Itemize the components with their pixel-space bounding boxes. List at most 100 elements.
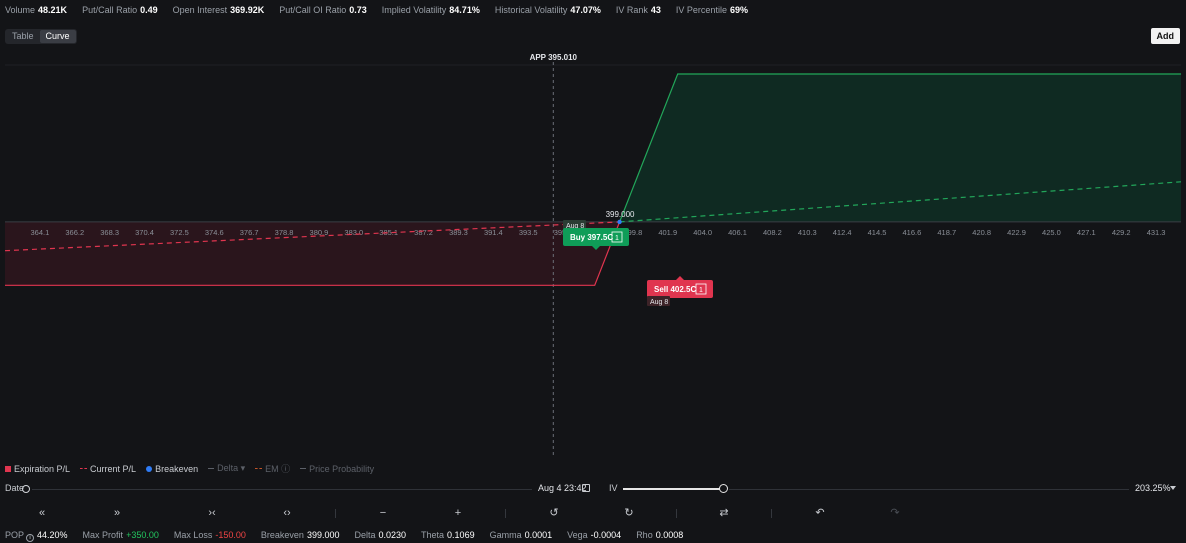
profit-area: [619, 74, 1181, 222]
stats-bar: Volume 48.21K Put/Call Ratio 0.49 Open Int…: [5, 5, 748, 17]
underlying-price-label: APP 395.010: [530, 53, 578, 62]
x-tick-label: 389.3: [449, 228, 468, 237]
minus-icon[interactable]: −: [379, 507, 387, 519]
legend-em[interactable]: EM ⓘ: [255, 463, 290, 474]
swap-icon[interactable]: ⇄: [719, 507, 729, 519]
legend-swatch: [5, 465, 11, 472]
legend-current-pl[interactable]: Current P/L: [80, 463, 136, 474]
sell-leg-date: Aug 8: [650, 299, 668, 306]
buy-leg-tag[interactable]: Aug 8 Buy 397.5C 1: [563, 220, 629, 250]
buy-leg-label: Buy 397.5C: [570, 233, 613, 242]
double-left-icon[interactable]: «: [38, 507, 46, 519]
iv-slider-track[interactable]: [729, 489, 1129, 490]
x-tick-label: 431.3: [1147, 228, 1166, 237]
sell-leg-qty-box: [695, 283, 707, 295]
breakeven-marker[interactable]: [617, 219, 622, 225]
legend-swatch: [208, 468, 215, 469]
stat-put-call-oi-ratio: Put/Call OI Ratio 0.73: [279, 5, 367, 15]
x-tick-label: 387.2: [414, 228, 433, 237]
summary-theta: Theta 0.1069: [421, 530, 475, 540]
buy-leg-date-badge: [563, 220, 586, 230]
legend-price-probability[interactable]: Price Probability: [300, 463, 374, 474]
x-tick-label: 385.1: [379, 228, 398, 237]
iv-label: IV: [609, 483, 618, 493]
current-pl-loss-line: [4, 221, 620, 252]
undo-icon[interactable]: ↶: [815, 507, 825, 519]
calendar-icon[interactable]: [582, 484, 590, 492]
strategy-summary: POP i 44.20% Max Profit +350.00 Max Loss -15…: [5, 530, 684, 542]
iv-slider-handle[interactable]: [719, 484, 728, 493]
redo-icon[interactable]: ↷: [890, 507, 900, 519]
stat-put-call-ratio: Put/Call Ratio 0.49: [82, 5, 158, 15]
pl-chart[interactable]: APP 395.010 364.1 366.2 368.3 370.4 372.5 374…: [0, 50, 1186, 460]
summary-pop: POP i 44.20%: [5, 530, 68, 542]
date-slider-track[interactable]: [32, 489, 532, 490]
plus-icon[interactable]: +: [454, 507, 462, 519]
x-tick-label: 380.9: [310, 228, 329, 237]
summary-rho: Rho 0.0008: [636, 530, 684, 540]
date-iv-row: Date Aug 4 23:42 IV 203.25%: [5, 483, 1181, 495]
stat-iv-percentile: IV Percentile 69%: [675, 5, 748, 15]
zoom-in-range-icon[interactable]: ›‹: [208, 507, 216, 519]
x-tick-label: 366.2: [65, 228, 84, 237]
date-label: Date: [5, 483, 25, 493]
x-tick-label: 372.5: [170, 228, 189, 237]
x-tick-label: 364.1: [30, 228, 49, 237]
stat-volume: Volume 48.21K: [5, 5, 68, 15]
view-toggle: Table Curve: [5, 29, 77, 44]
stat-historical-volatility: Historical Volatility 47.07%: [494, 5, 601, 15]
x-tick-label: 404.0: [693, 228, 712, 237]
controls-divider: [335, 509, 336, 518]
stat-implied-volatility: Implied Volatility 84.71%: [381, 5, 480, 15]
summary-max-profit: Max Profit +350.00: [82, 530, 159, 540]
buy-leg-box: [563, 228, 629, 246]
x-tick-label: 418.7: [937, 228, 956, 237]
sell-leg-tag[interactable]: Sell 402.5C 1 Aug 8: [647, 276, 713, 306]
loss-area: [5, 221, 620, 286]
tab-curve[interactable]: Curve: [39, 30, 76, 43]
legend-breakeven[interactable]: Breakeven: [146, 463, 198, 474]
summary-vega: Vega -0.0004: [567, 530, 622, 540]
legend-delta[interactable]: Delta ▾: [208, 463, 245, 474]
x-tick-label: 414.5: [868, 228, 887, 237]
breakeven-label: 399.000: [606, 210, 635, 219]
buy-leg-qty: 1: [615, 235, 619, 242]
x-tick-label: 410.3: [798, 228, 817, 237]
x-tick-label: 368.3: [100, 228, 119, 237]
buy-leg-date: Aug 8: [566, 223, 584, 230]
add-button[interactable]: Add: [1150, 28, 1180, 44]
chart-legend: Expiration P/L Current P/L Breakeven Del…: [5, 463, 374, 474]
legend-swatch: [300, 468, 307, 469]
x-tick-label: 401.9: [658, 228, 677, 237]
controls-divider: [676, 509, 677, 518]
legend-expiration-pl[interactable]: Expiration P/L: [5, 463, 70, 474]
date-value: Aug 4 23:42: [538, 483, 587, 493]
zoom-out-range-icon[interactable]: ‹›: [283, 507, 291, 519]
buy-leg-pointer: [592, 246, 600, 250]
x-tick-label: 393.5: [519, 228, 538, 237]
x-tick-label: 383.0: [344, 228, 363, 237]
pl-chart-svg: APP 395.010 364.1 366.2 368.3 370.4 372.5 374…: [4, 53, 1182, 458]
x-tick-label: 391.4: [484, 228, 503, 237]
legend-swatch: [255, 468, 263, 469]
sell-leg-box: [647, 280, 713, 298]
rotate-right-icon[interactable]: ↻: [624, 507, 634, 519]
x-tick-label: 374.6: [205, 228, 224, 237]
x-tick-label: 416.6: [903, 228, 922, 237]
x-tick-label: 378.8: [275, 228, 294, 237]
current-pl-profit-line: [619, 181, 1182, 223]
x-tick-label: 406.1: [728, 228, 747, 237]
info-icon[interactable]: i: [26, 534, 35, 542]
date-slider-handle[interactable]: [22, 485, 30, 493]
summary-gamma: Gamma 0.0001: [489, 530, 553, 540]
x-tick-label: 408.2: [763, 228, 782, 237]
sell-leg-pointer: [676, 276, 684, 280]
double-right-icon[interactable]: »: [113, 507, 121, 519]
rotate-left-icon[interactable]: ↺: [549, 507, 559, 519]
tab-table[interactable]: Table: [12, 31, 34, 41]
chevron-down-icon[interactable]: [1170, 486, 1176, 490]
sell-leg-qty: 1: [699, 287, 703, 294]
iv-value[interactable]: 203.25%: [1135, 483, 1171, 493]
x-tick-label: 425.0: [1042, 228, 1061, 237]
x-tick-label: 399.8: [623, 228, 642, 237]
